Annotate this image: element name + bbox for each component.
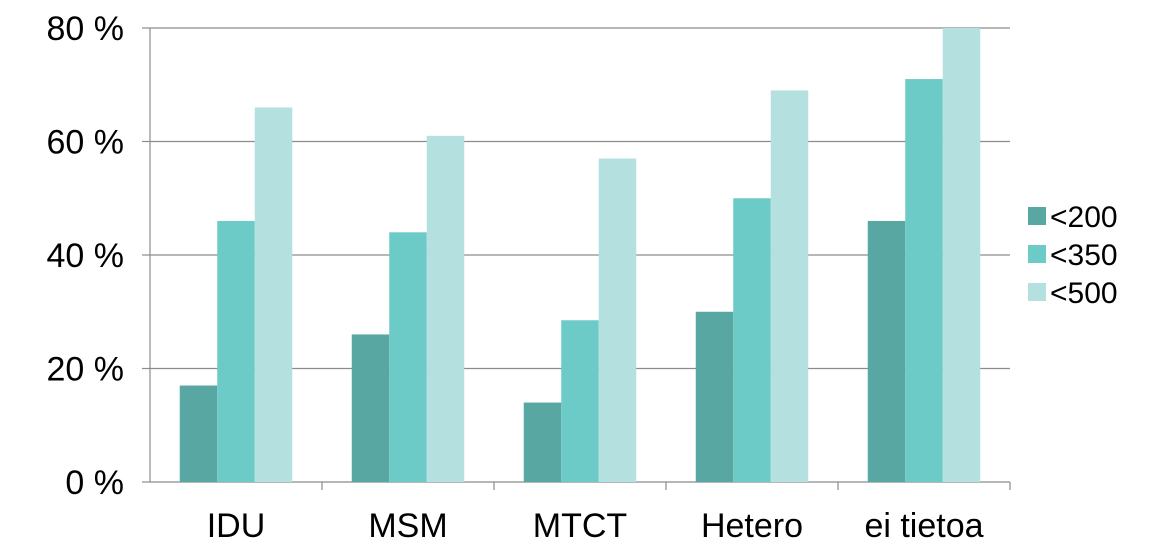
x-tick-label: IDU bbox=[207, 507, 266, 544]
y-tick-label: 80 % bbox=[47, 10, 125, 48]
bar-msm-series-1 bbox=[389, 232, 427, 482]
bar-hetero-series-0 bbox=[695, 311, 734, 482]
x-tick-label: MSM bbox=[368, 507, 447, 544]
x-tick-label: Hetero bbox=[701, 507, 803, 544]
legend-label: <200 bbox=[1050, 201, 1118, 234]
legend-swatch bbox=[1028, 207, 1046, 225]
y-tick-label: 0 % bbox=[65, 464, 124, 502]
bar-mtct-series-2 bbox=[598, 158, 637, 482]
legend-swatch bbox=[1028, 245, 1046, 263]
bar-hetero-series-2 bbox=[770, 90, 809, 483]
bar-ei-tietoa-series-2 bbox=[942, 28, 981, 482]
legend-label: <500 bbox=[1050, 277, 1118, 310]
bar-mtct-series-1 bbox=[561, 320, 599, 482]
y-tick-label: 20 % bbox=[47, 351, 125, 389]
bar-ei-tietoa-series-0 bbox=[867, 220, 906, 482]
bar-msm-series-2 bbox=[426, 135, 465, 482]
x-tick-label: MTCT bbox=[533, 507, 627, 544]
x-tick-label: ei tietoa bbox=[864, 507, 983, 544]
bar-ei-tietoa-series-1 bbox=[905, 79, 943, 482]
legend-label: <350 bbox=[1050, 239, 1118, 272]
y-tick-label: 40 % bbox=[47, 237, 125, 275]
bar-idu-series-0 bbox=[179, 385, 218, 482]
bar-mtct-series-0 bbox=[523, 402, 562, 482]
bar-idu-series-2 bbox=[254, 107, 293, 482]
bar-hetero-series-1 bbox=[733, 198, 771, 482]
legend-swatch bbox=[1028, 283, 1046, 301]
y-tick-label: 60 % bbox=[47, 124, 125, 162]
bar-idu-series-1 bbox=[217, 220, 255, 482]
bar-msm-series-0 bbox=[351, 334, 390, 482]
